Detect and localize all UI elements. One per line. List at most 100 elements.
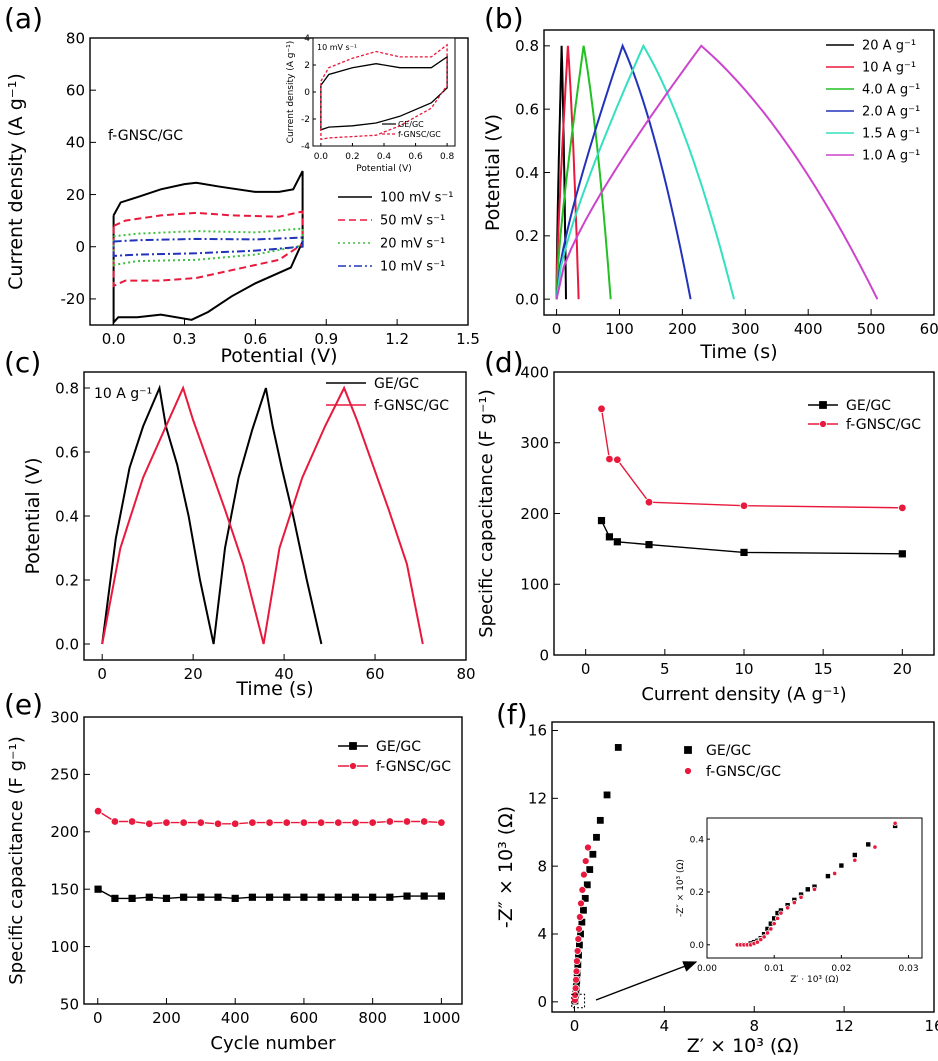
legend-entry: 10 mV s⁻¹ [380,260,445,275]
data-point [573,947,582,955]
legend-marker [819,420,827,428]
data-point [898,503,907,513]
x-tick-label: 4 [660,1017,670,1035]
inset-y-tick-label: -4 [301,142,310,152]
x-axis-label: Potential (V) [220,345,337,367]
inset-data-point [832,870,838,877]
x-axis-label: Cycle number [210,1033,336,1054]
series-line [112,236,304,257]
inset-y-tick-label: 0.4 [690,835,705,845]
legend-marker [684,746,692,754]
y-tick-label: 200 [520,505,549,523]
x-tick-label: 16 [924,1017,938,1035]
inset-x-tick-label: 0.02 [831,964,851,974]
data-point [614,744,622,751]
legend-entry: 20 mV s⁻¹ [380,237,445,252]
series-line [101,385,424,645]
inset-x-axis-label: Potential (V) [356,164,411,174]
data-point [574,935,583,943]
x-tick-label: 200 [668,320,697,338]
data-point [420,817,429,826]
data-point [437,892,445,900]
data-point [317,893,325,901]
inset-x-tick-label: 0.00 [697,964,717,974]
zoom-arrow [595,961,698,1001]
y-tick-label: 0.0 [55,635,79,653]
x-tick-label: 10 [734,660,753,678]
y-axis-label: Current density (A g⁻¹) [5,73,27,290]
panel-label-b: (b) [484,2,524,35]
legend-entry: GE/GC [374,376,419,392]
data-point [575,913,584,921]
legend-entry: 1.5 A g⁻¹ [862,127,920,142]
data-point [128,894,136,902]
data-point [605,454,614,464]
data-point [127,817,137,826]
y-tick-label: 300 [520,434,549,452]
data-point [162,894,171,902]
data-point [385,817,395,826]
x-tick-label: 0.3 [173,330,197,348]
data-point [605,533,614,541]
inset-x-tick-label: 0.6 [408,152,423,162]
data-point [386,893,394,901]
inset-y-tick-label: 4 [304,34,310,44]
plot-frame [553,371,935,656]
data-point [282,818,291,827]
y-tick-label: 0.2 [515,227,539,245]
data-point [571,984,580,993]
y-tick-label: 4 [537,925,547,943]
data-point [596,816,604,824]
inset-data-point [852,857,858,863]
data-point [573,957,581,966]
legend-entry: f-GNSC/GC [374,398,449,414]
data-point [580,870,588,879]
x-tick-label: 8 [749,1017,759,1035]
data-point [248,818,257,827]
data-point [586,866,594,873]
inset-x-tick-label: 0.8 [440,152,455,162]
y-tick-label: 0.8 [515,37,539,55]
legend-entry: GE/GC [376,739,421,755]
plot-frame [83,371,467,661]
inset-x-tick-label: 0.0 [314,152,329,162]
data-point [368,818,377,827]
data-point [420,892,428,900]
inset-y-tick-label: 0 [304,88,310,98]
y-tick-label: 100 [520,576,549,594]
data-point [898,550,906,558]
y-tick-label: 60 [66,81,85,99]
inset-x-tick-label: 0.03 [899,964,919,974]
legend-entry: 4.0 A g⁻¹ [862,83,920,98]
data-point [613,455,622,464]
x-tick-label: 5 [660,660,670,678]
data-point [111,894,119,902]
y-axis-label: Specific capacitance (F g⁻¹) [6,736,27,985]
x-tick-label: 500 [857,320,886,338]
legend-marker [349,762,357,770]
y-tick-label: 50 [60,995,79,1013]
inset-y-tick-label: 0.0 [690,941,705,951]
inset-annotation: 10 mV s⁻¹ [317,43,357,52]
series-line [555,45,580,300]
data-point [575,925,583,933]
y-tick-label: 200 [50,823,79,841]
x-tick-label: 0 [97,665,107,683]
plot-frame [83,716,463,1005]
data-point [248,893,256,901]
y-tick-label: 20 [66,186,85,204]
y-axis-label: Specific capacitance (F g⁻¹) [476,389,497,638]
panel-label-e: (e) [4,688,43,721]
inset-data-point [866,842,871,847]
series-line [101,384,323,645]
data-point [334,893,342,901]
legend-entry: 2.0 A g⁻¹ [862,105,920,120]
y-axis-label: Potential (V) [482,114,504,231]
inset-data-point [825,873,831,879]
x-tick-label: 0 [552,320,562,338]
x-tick-label: 12 [835,1017,854,1035]
data-point [334,818,343,827]
inset-y-tick-label: 0.2 [690,888,704,898]
data-point [572,975,580,984]
